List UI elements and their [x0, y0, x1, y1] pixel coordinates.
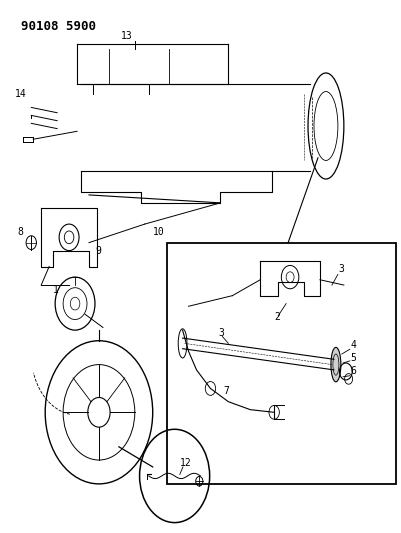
Ellipse shape	[331, 348, 341, 382]
Text: 13: 13	[121, 31, 133, 41]
Text: 8: 8	[17, 227, 23, 237]
Text: 12: 12	[179, 458, 191, 467]
Text: 10: 10	[153, 227, 164, 237]
Text: 9: 9	[95, 246, 101, 256]
Text: 1: 1	[53, 285, 59, 295]
Bar	[167, 243, 396, 484]
Text: 5: 5	[350, 353, 356, 362]
Text: 14: 14	[15, 89, 27, 99]
Text: 90108 5900: 90108 5900	[21, 20, 96, 33]
Text: 3: 3	[219, 328, 224, 338]
Text: 7: 7	[224, 386, 229, 396]
Text: 6: 6	[350, 367, 356, 376]
Text: 4: 4	[350, 340, 356, 350]
Text: 2: 2	[274, 312, 280, 322]
Text: 3: 3	[338, 264, 344, 274]
